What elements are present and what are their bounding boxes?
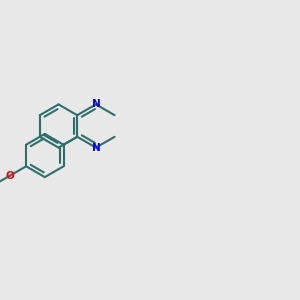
Text: N: N	[92, 142, 100, 153]
Text: N: N	[92, 99, 100, 110]
Text: O: O	[5, 171, 14, 181]
